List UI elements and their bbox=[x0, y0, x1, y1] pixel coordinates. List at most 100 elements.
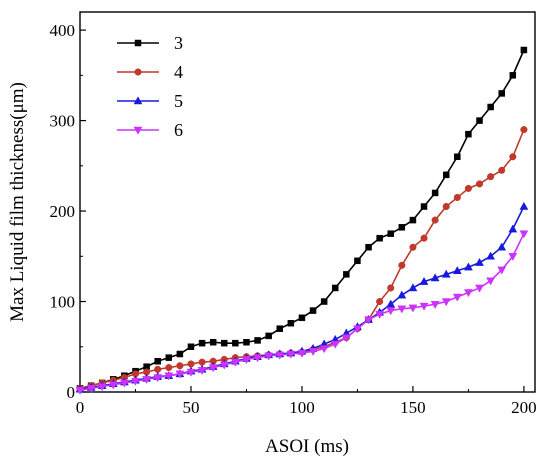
data-point-6 bbox=[97, 383, 107, 392]
data-point-6 bbox=[219, 361, 229, 370]
data-point-6 bbox=[208, 364, 218, 373]
legend-item-5: 5 bbox=[117, 91, 183, 111]
data-point-3 bbox=[176, 350, 184, 358]
data-point-3 bbox=[154, 357, 161, 365]
data-point-6 bbox=[142, 376, 152, 385]
data-point-6 bbox=[486, 277, 496, 286]
legend-item-6: 6 bbox=[117, 120, 183, 140]
series-layer bbox=[75, 46, 529, 395]
data-point-6 bbox=[297, 349, 307, 358]
data-point-3 bbox=[454, 153, 461, 161]
y-tick-label: 100 bbox=[50, 293, 76, 312]
data-point-6 bbox=[463, 289, 473, 298]
legend-item-4: 4 bbox=[117, 62, 183, 82]
data-point-3 bbox=[409, 216, 417, 224]
data-point-4 bbox=[431, 216, 439, 224]
legend-label: 4 bbox=[174, 62, 183, 82]
legend-label: 5 bbox=[174, 91, 183, 111]
data-point-6 bbox=[341, 334, 351, 343]
series-3 bbox=[76, 46, 528, 392]
data-point-3 bbox=[498, 90, 505, 97]
data-point-5 bbox=[408, 283, 418, 292]
data-point-3 bbox=[343, 271, 350, 278]
data-point-6 bbox=[275, 351, 285, 360]
data-point-6 bbox=[508, 253, 518, 262]
data-point-3 bbox=[420, 203, 428, 210]
data-point-3 bbox=[509, 72, 517, 79]
data-point-3 bbox=[165, 354, 173, 361]
data-point-5 bbox=[497, 242, 507, 251]
data-point-3 bbox=[487, 103, 494, 111]
data-point-6 bbox=[452, 293, 462, 302]
data-point-6 bbox=[519, 230, 529, 239]
data-point-6 bbox=[441, 298, 451, 307]
x-tick-label: 200 bbox=[511, 398, 537, 417]
data-point-6 bbox=[131, 377, 140, 386]
data-point-6 bbox=[86, 385, 96, 394]
data-point-4 bbox=[176, 362, 184, 370]
data-point-3 bbox=[320, 298, 328, 305]
data-point-3 bbox=[376, 234, 383, 242]
data-point-4 bbox=[487, 173, 495, 181]
data-point-4 bbox=[509, 153, 517, 161]
data-point-4 bbox=[198, 358, 206, 366]
data-point-5 bbox=[397, 290, 407, 299]
data-point-6 bbox=[119, 379, 129, 388]
legend-marker bbox=[133, 126, 143, 135]
data-point-5 bbox=[430, 273, 440, 282]
data-point-6 bbox=[375, 310, 385, 319]
y-tick-label: 0 bbox=[67, 383, 76, 402]
data-point-6 bbox=[397, 305, 407, 314]
axes: 0 50 100 150 200 0 100 200 300 400 bbox=[50, 21, 537, 417]
data-point-3 bbox=[276, 325, 284, 332]
data-point-6 bbox=[286, 350, 296, 359]
data-point-6 bbox=[230, 358, 240, 367]
y-tick-label: 300 bbox=[50, 112, 76, 131]
data-point-4 bbox=[475, 180, 484, 188]
x-tick-label: 150 bbox=[400, 398, 426, 417]
data-point-3 bbox=[254, 337, 261, 344]
data-point-5 bbox=[486, 251, 496, 260]
data-point-3 bbox=[243, 338, 250, 346]
data-point-6 bbox=[386, 307, 396, 316]
data-point-5 bbox=[441, 269, 451, 278]
legend-marker bbox=[134, 39, 142, 47]
data-point-3 bbox=[520, 46, 528, 54]
data-point-3 bbox=[198, 339, 206, 347]
data-point-3 bbox=[232, 339, 239, 347]
x-tick-label: 100 bbox=[289, 398, 315, 417]
data-point-4 bbox=[409, 243, 417, 251]
data-point-6 bbox=[153, 374, 163, 383]
data-point-5 bbox=[386, 299, 396, 308]
data-point-6 bbox=[264, 352, 274, 361]
legend-marker bbox=[133, 96, 143, 105]
data-point-4 bbox=[453, 193, 461, 202]
data-point-6 bbox=[197, 367, 207, 376]
data-point-3 bbox=[221, 339, 228, 347]
data-point-6 bbox=[164, 372, 174, 381]
data-point-4 bbox=[442, 202, 450, 211]
data-point-3 bbox=[209, 338, 217, 346]
data-point-6 bbox=[497, 266, 507, 275]
y-axis-title: Max Liquid film thickness(μm) bbox=[7, 82, 28, 322]
data-point-3 bbox=[265, 332, 272, 340]
legend-item-3: 3 bbox=[117, 33, 183, 53]
data-point-6 bbox=[364, 316, 373, 325]
data-point-4 bbox=[520, 126, 528, 134]
data-point-6 bbox=[308, 348, 318, 357]
data-point-6 bbox=[108, 381, 118, 390]
data-point-4 bbox=[187, 360, 195, 368]
data-point-6 bbox=[186, 368, 196, 377]
data-point-5 bbox=[475, 257, 484, 266]
data-point-6 bbox=[330, 340, 340, 349]
data-point-6 bbox=[253, 354, 262, 363]
data-point-3 bbox=[465, 130, 472, 138]
data-point-4 bbox=[420, 234, 428, 242]
data-point-4 bbox=[464, 184, 472, 192]
data-point-4 bbox=[165, 364, 173, 372]
data-point-6 bbox=[242, 356, 251, 365]
data-point-3 bbox=[309, 307, 317, 314]
x-tick-label: 50 bbox=[182, 398, 199, 417]
y-tick-label: 200 bbox=[50, 202, 76, 221]
legend-label: 3 bbox=[174, 33, 183, 53]
